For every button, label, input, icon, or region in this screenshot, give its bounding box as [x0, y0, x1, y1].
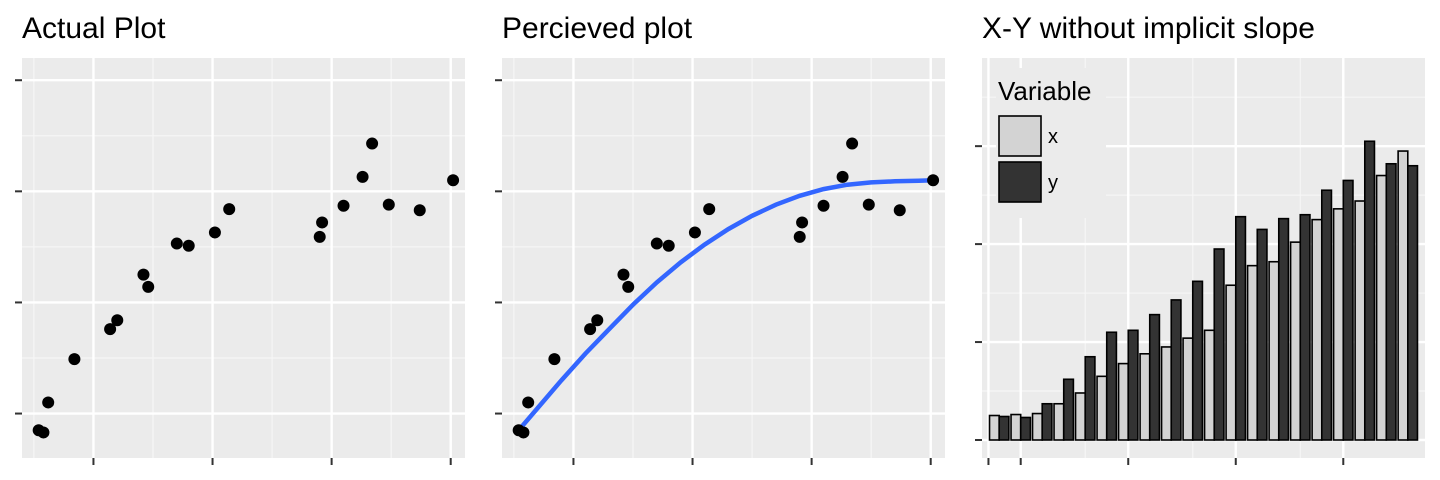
- data-point: [796, 216, 809, 229]
- data-point: [846, 137, 859, 150]
- bar-x: [1397, 150, 1409, 441]
- data-point: [366, 137, 379, 150]
- data-point: [104, 323, 117, 336]
- bar-x: [1246, 264, 1259, 441]
- bar-x: [1311, 218, 1323, 441]
- panel-actual-plot: Actual Plot: [0, 0, 480, 480]
- bar-x: [1160, 346, 1173, 441]
- chart-title-actual: Actual Plot: [22, 12, 166, 45]
- legend-label-y: y: [1048, 172, 1058, 194]
- bar-x: [1225, 284, 1237, 441]
- legend: Variable x y: [996, 68, 1106, 218]
- data-point: [68, 353, 81, 366]
- bar-y: [1299, 213, 1311, 441]
- bar-y: [1277, 217, 1290, 441]
- data-point: [584, 323, 597, 336]
- scatter-chart-percieved: [495, 58, 945, 465]
- bar-x: [1139, 353, 1151, 441]
- data-point: [42, 396, 55, 409]
- legend-key-y: [998, 161, 1042, 203]
- bar-y: [1256, 228, 1268, 441]
- panel-percieved-plot: Percieved plot: [480, 0, 960, 480]
- bar-y: [1320, 189, 1333, 441]
- data-point: [170, 237, 183, 250]
- bar-y: [1406, 164, 1419, 441]
- bar-x: [1203, 329, 1216, 441]
- data-point: [688, 226, 701, 239]
- bar-y: [1191, 280, 1204, 441]
- bar-x: [1289, 241, 1302, 441]
- data-point: [793, 230, 806, 243]
- data-point: [522, 396, 535, 409]
- data-point: [413, 204, 426, 217]
- bar-y: [1213, 248, 1225, 441]
- bar-y: [1127, 329, 1139, 441]
- data-point: [662, 239, 675, 252]
- data-point: [111, 314, 124, 327]
- chart-title-xy: X-Y without implicit slope: [982, 12, 1315, 45]
- data-point: [316, 216, 329, 229]
- plot-panel-background: [502, 58, 945, 458]
- bar-y: [1170, 299, 1182, 441]
- data-point: [517, 426, 530, 439]
- legend-title: Variable: [998, 76, 1091, 106]
- data-point: [836, 170, 849, 183]
- bar-y: [1062, 378, 1075, 441]
- bar-y: [1041, 402, 1053, 441]
- bar-x: [988, 414, 1001, 441]
- data-point: [137, 268, 150, 281]
- smooth-fit-line: [516, 177, 936, 433]
- data-point: [356, 170, 369, 183]
- legend-key-x: [998, 115, 1042, 157]
- data-point: [208, 226, 221, 239]
- bar-x: [1268, 260, 1280, 441]
- bar-x: [1010, 413, 1022, 441]
- data-point: [893, 204, 906, 217]
- data-point: [622, 280, 635, 293]
- bar-x: [1354, 200, 1366, 441]
- data-point: [617, 268, 630, 281]
- bar-y: [1342, 179, 1354, 441]
- bar-x: [1117, 362, 1130, 441]
- data-point: [223, 203, 236, 216]
- bar-y: [1105, 331, 1118, 441]
- data-point: [447, 174, 460, 187]
- bar-y: [1084, 355, 1096, 441]
- bar-y: [1148, 313, 1161, 441]
- bar-chart-xy: Variable x y: [975, 58, 1425, 465]
- bar-y: [998, 415, 1010, 441]
- data-point: [591, 314, 604, 327]
- bar-x: [1182, 337, 1194, 441]
- chart-title-percieved: Percieved plot: [502, 12, 693, 45]
- data-point: [548, 353, 561, 366]
- data-point: [142, 280, 155, 293]
- bar-y: [1385, 162, 1397, 441]
- data-point: [382, 198, 395, 211]
- data-point: [927, 174, 940, 187]
- bar-y: [1363, 140, 1376, 441]
- data-point: [650, 237, 663, 250]
- data-point: [337, 199, 350, 212]
- bar-y: [1234, 215, 1247, 441]
- bar-x: [1096, 375, 1108, 441]
- data-point: [37, 426, 50, 439]
- legend-label-x: x: [1048, 126, 1058, 148]
- bar-x: [1375, 174, 1388, 441]
- plot-panel-background: [22, 58, 465, 458]
- panel-xy-bars: X-Y without implicit slope Variable x y: [960, 0, 1440, 480]
- bar-x: [1053, 402, 1065, 441]
- data-point: [313, 230, 326, 243]
- data-point: [703, 203, 716, 216]
- bar-x: [1031, 412, 1044, 441]
- bar-x: [1074, 392, 1087, 441]
- bar-x: [1332, 208, 1345, 441]
- data-point: [862, 198, 875, 211]
- data-point: [182, 239, 195, 252]
- data-point: [817, 199, 830, 212]
- scatter-chart-actual: [15, 58, 465, 465]
- bar-y: [1019, 416, 1032, 441]
